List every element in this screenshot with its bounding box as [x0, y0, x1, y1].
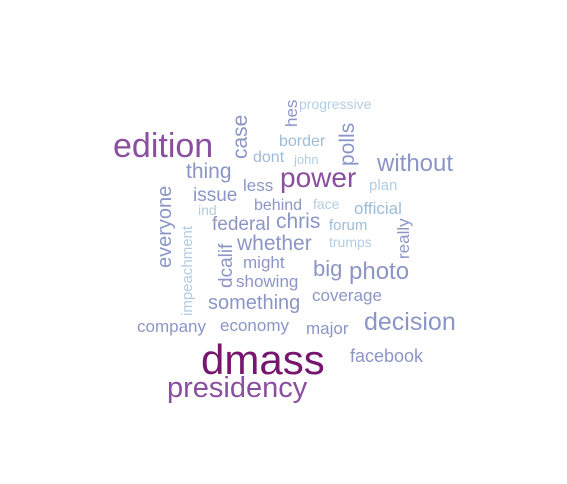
word-edition: edition	[113, 127, 214, 165]
word-forum: forum	[329, 217, 368, 234]
word-economy: economy	[220, 316, 289, 335]
word-thing: thing	[186, 160, 232, 183]
word-really: really	[394, 218, 413, 259]
word-border: border	[279, 133, 326, 150]
word-something: something	[208, 292, 301, 314]
word-hes: hes	[282, 99, 301, 127]
word-coverage: coverage	[312, 286, 382, 305]
word-major: major	[306, 319, 349, 338]
word-chris: chris	[276, 210, 321, 233]
word-everyone: everyone	[154, 185, 176, 268]
word-behind: behind	[254, 197, 303, 214]
word-federal: federal	[212, 214, 271, 235]
word-issue: issue	[193, 185, 238, 206]
word-dmass: dmass	[201, 336, 325, 383]
word-plan: plan	[369, 177, 398, 194]
word-without: without	[377, 150, 454, 177]
word-dont: dont	[253, 149, 285, 166]
word-less: less	[243, 176, 274, 195]
word-trumps: trumps	[329, 234, 372, 250]
word-official: official	[354, 199, 402, 218]
word-might: might	[243, 253, 285, 272]
word-facebook: facebook	[350, 346, 424, 366]
word-whether: whether	[237, 232, 312, 255]
word-dcalif: dcalif	[216, 243, 237, 288]
word-power: power	[280, 162, 357, 193]
word-case: case	[229, 114, 252, 159]
word-impeachment: impeachment	[179, 225, 196, 316]
word-presidency: presidency	[167, 372, 308, 404]
word-progressive: progressive	[299, 96, 372, 112]
word-ind: ind	[198, 202, 217, 218]
word-company: company	[137, 317, 206, 336]
word-photo: photo	[349, 258, 410, 285]
word-john: john	[294, 152, 319, 167]
word-big: big	[313, 256, 343, 281]
word-polls: polls	[336, 122, 359, 166]
word-face: face	[313, 196, 340, 212]
word-showing: showing	[236, 272, 299, 291]
word-decision: decision	[364, 308, 456, 336]
